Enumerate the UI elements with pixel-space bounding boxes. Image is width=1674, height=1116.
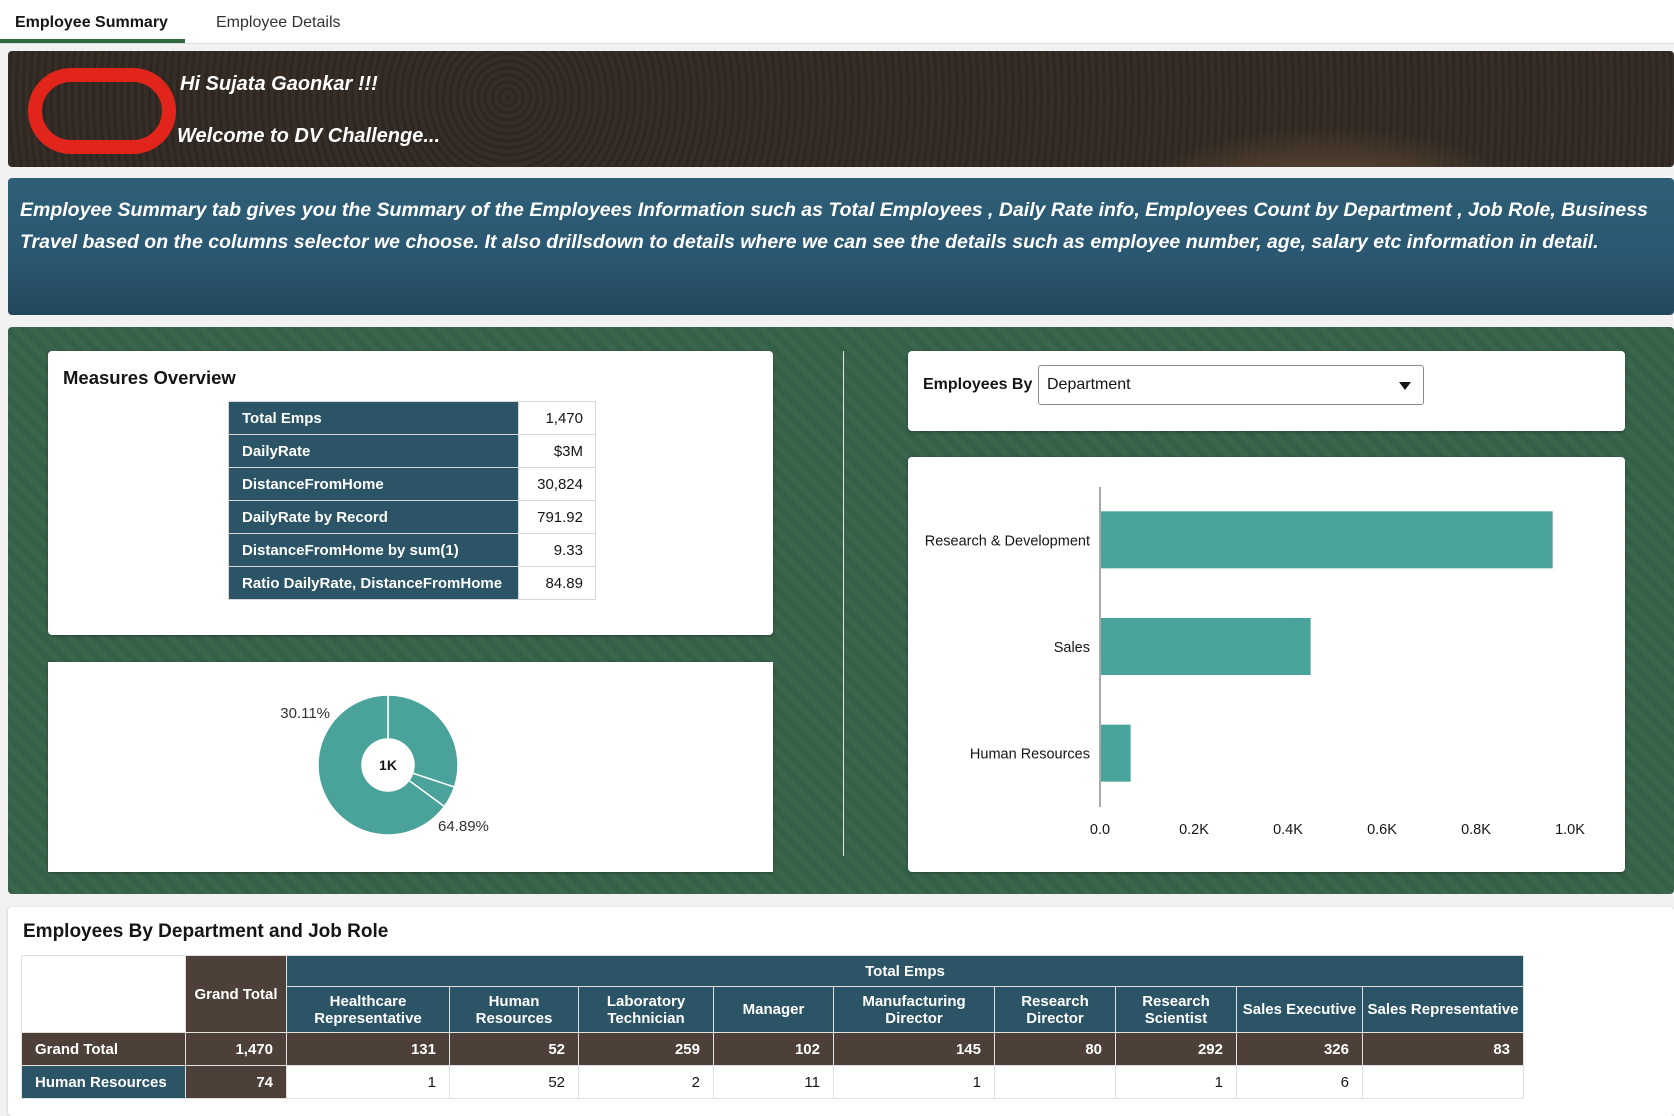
welcome-banner: Hi Sujata Gaonkar !!! Welcome to DV Chal…	[8, 51, 1674, 167]
total-emps-header: Total Emps	[286, 955, 1524, 987]
bar-category-label: Sales	[1054, 640, 1090, 656]
job-role-header[interactable]: Research Scientist	[1115, 986, 1237, 1033]
x-tick-label: 0.8K	[1461, 822, 1491, 838]
table-cell: 259	[578, 1032, 714, 1066]
measure-row: DistanceFromHome 30,824	[228, 467, 596, 501]
measures-overview-card: Measures Overview Total Emps 1,470 DailyRa…	[48, 351, 773, 635]
table-cell: 326	[1236, 1032, 1363, 1066]
tab-bar: Employee Summary Employee Details	[0, 0, 1674, 44]
bar-category-label: Research & Development	[925, 533, 1090, 549]
table-cell: 6	[1236, 1065, 1363, 1099]
table-cell: 11	[713, 1065, 834, 1099]
bar	[1101, 724, 1131, 782]
table-cell: 292	[1115, 1032, 1237, 1066]
welcome-text: Welcome to DV Challenge...	[177, 125, 441, 147]
measures-title: Measures Overview	[63, 367, 236, 388]
job-role-header[interactable]: Manufacturing Director	[833, 986, 995, 1033]
table-cell: 52	[449, 1032, 579, 1066]
table-cell: 52	[449, 1065, 579, 1099]
table-cell: 131	[286, 1032, 450, 1066]
measure-label: Total Emps	[228, 401, 519, 435]
employees-by-selector-card: Employees By Department	[908, 351, 1625, 431]
pivot-card: Employees By Department and Job Role Gra…	[8, 907, 1674, 1116]
job-role-header[interactable]: Healthcare Representative	[286, 986, 450, 1033]
measure-row: Ratio DailyRate, DistanceFromHome 84.89	[228, 566, 596, 600]
row-label[interactable]: Human Resources	[21, 1065, 186, 1099]
measure-value: 84.89	[518, 566, 596, 600]
greeting-text: Hi Sujata Gaonkar !!!	[180, 73, 378, 95]
measure-row: DailyRate by Record 791.92	[228, 500, 596, 534]
donut-slice	[317, 694, 446, 836]
grand-total-header: Grand Total	[185, 955, 287, 1033]
job-role-header[interactable]: Sales Executive	[1236, 986, 1363, 1033]
table-cell: 1	[833, 1065, 995, 1099]
donut-chart-card: 30.11% 64.89% 1K	[48, 662, 773, 872]
donut-slice	[387, 694, 459, 789]
pivot-corner	[21, 955, 186, 1033]
table-cell	[1362, 1065, 1524, 1099]
table-cell: 1	[1115, 1065, 1237, 1099]
measure-row: DailyRate $3M	[228, 434, 596, 468]
tab-employee-summary[interactable]: Employee Summary	[0, 0, 185, 43]
job-role-header[interactable]: Human Resources	[449, 986, 579, 1033]
bar-chart-card: Research & Development Sales Human Resourc…	[908, 457, 1625, 872]
panel-divider	[843, 351, 844, 856]
column-selector-dropdown[interactable]: Department	[1038, 365, 1424, 405]
table-cell: 145	[833, 1032, 995, 1066]
table-cell: 1	[286, 1065, 450, 1099]
measure-value: 30,824	[518, 467, 596, 501]
donut-slice-label: 30.11%	[280, 705, 330, 722]
donut-slice-label: 64.89%	[438, 818, 489, 835]
dropdown-caret-icon	[1399, 382, 1411, 390]
table-cell: 80	[994, 1032, 1116, 1066]
donut-chart: 30.11% 64.89% 1K	[280, 694, 489, 836]
department-bar-chart: Research & Development Sales Human Resourc…	[925, 487, 1585, 838]
table-cell	[994, 1065, 1116, 1099]
table-row: Grand Total 1,470 131 52 259 102 145 80 292 326 83	[21, 1032, 1524, 1066]
measure-label: DailyRate	[228, 434, 519, 468]
pivot-title: Employees By Department and Job Role	[23, 921, 389, 942]
x-tick-label: 0.0	[1090, 822, 1110, 838]
bar	[1101, 618, 1311, 675]
dashboard-panel: Measures Overview Total Emps 1,470 DailyRa…	[8, 327, 1674, 894]
bar	[1101, 511, 1553, 569]
tab-employee-details[interactable]: Employee Details	[216, 14, 341, 31]
row-label[interactable]: Grand Total	[21, 1032, 186, 1066]
measure-value: 9.33	[518, 533, 596, 567]
table-cell: 102	[713, 1032, 834, 1066]
measure-row: Total Emps 1,470	[228, 401, 596, 435]
pivot-table: Grand Total Total Emps Healthcare Represen…	[21, 955, 1524, 1099]
job-role-header[interactable]: Laboratory Technician	[578, 986, 714, 1033]
measure-label: DistanceFromHome by sum(1)	[228, 533, 519, 567]
measure-value: 1,470	[518, 401, 596, 435]
x-tick-label: 0.6K	[1367, 822, 1397, 838]
description-panel: Employee Summary tab gives you the Summa…	[8, 178, 1674, 315]
donut-center-label: 1K	[379, 757, 397, 773]
measure-value: $3M	[518, 434, 596, 468]
bar-category-label: Human Resources	[970, 747, 1090, 763]
column-selector-value: Department	[1047, 376, 1131, 393]
table-row: Human Resources 74 1 52 2 11 1 1 6	[21, 1065, 1524, 1099]
measure-value: 791.92	[518, 500, 596, 534]
job-role-header[interactable]: Research Director	[994, 986, 1116, 1033]
description-text: Employee Summary tab gives you the Summa…	[20, 199, 1648, 253]
job-role-header[interactable]: Manager	[713, 986, 834, 1033]
x-tick-label: 0.4K	[1273, 822, 1303, 838]
table-cell: 2	[578, 1065, 714, 1099]
measure-row: DistanceFromHome by sum(1) 9.33	[228, 533, 596, 567]
measure-label: DistanceFromHome	[228, 467, 519, 501]
oracle-logo-icon	[28, 68, 176, 154]
grand-total-cell: 74	[185, 1065, 287, 1099]
table-cell: 83	[1362, 1032, 1524, 1066]
x-tick-label: 1.0K	[1555, 822, 1585, 838]
x-tick-label: 0.2K	[1179, 822, 1209, 838]
measure-label: DailyRate by Record	[228, 500, 519, 534]
measure-label: Ratio DailyRate, DistanceFromHome	[228, 566, 519, 600]
measures-table: Total Emps 1,470 DailyRate $3M DistanceFromH…	[228, 401, 596, 600]
job-role-header[interactable]: Sales Representative	[1362, 986, 1524, 1033]
grand-total-cell: 1,470	[185, 1032, 287, 1066]
employees-by-label: Employees By	[923, 376, 1033, 393]
